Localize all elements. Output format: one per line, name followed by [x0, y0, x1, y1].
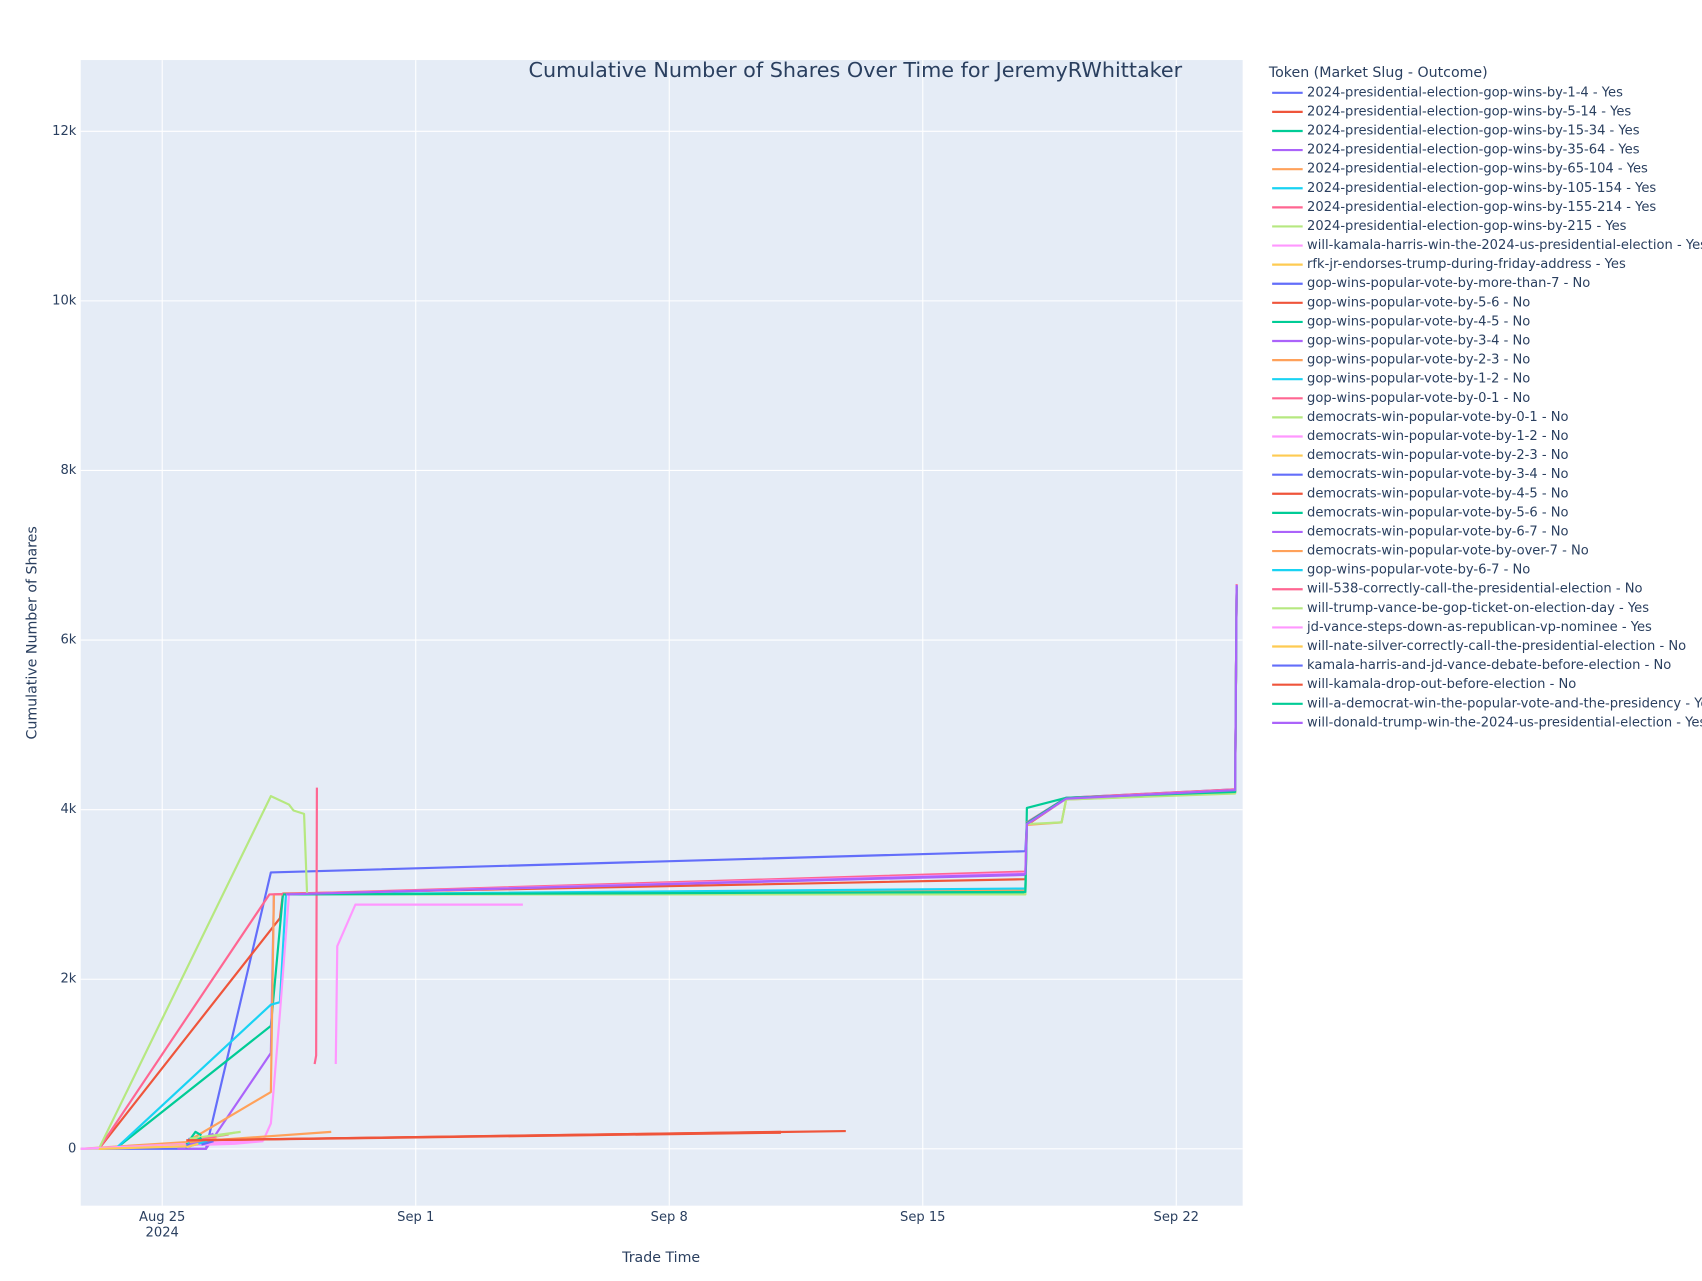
legend-label: democrats-win-popular-vote-by-2-3 - No	[1307, 448, 1568, 463]
series-line	[98, 1145, 187, 1150]
x-axis-label: Trade Time	[621, 1250, 700, 1266]
legend-label: will-kamala-drop-out-before-election - N…	[1307, 677, 1576, 692]
x-tick-label: Sep 8	[651, 1210, 688, 1225]
legend-label: 2024-presidential-election-gop-wins-by-1…	[1307, 123, 1640, 138]
legend-label: will-donald-trump-win-the-2024-us-presid…	[1307, 715, 1702, 730]
legend-label: democrats-win-popular-vote-by-4-5 - No	[1307, 486, 1568, 501]
x-tick-label: Aug 25	[139, 1210, 185, 1225]
legend-label: gop-wins-popular-vote-by-1-2 - No	[1307, 372, 1530, 387]
series-line	[313, 787, 318, 1065]
legend-label: kamala-harris-and-jd-vance-debate-before…	[1307, 658, 1671, 673]
series-line	[189, 1129, 846, 1142]
legend-label: 2024-presidential-election-gop-wins-by-6…	[1307, 162, 1648, 177]
y-tick-label: 0	[68, 1141, 76, 1156]
legend-label: will-trump-vance-be-gop-ticket-on-electi…	[1307, 601, 1649, 616]
legend-title: Token (Market Slug - Outcome)	[1268, 65, 1488, 81]
chart-title: Cumulative Number of Shares Over Time fo…	[529, 58, 1183, 82]
x-tick-label: Sep 22	[1154, 1210, 1199, 1225]
legend-label: 2024-presidential-election-gop-wins-by-5…	[1307, 104, 1631, 119]
series-line	[334, 903, 523, 1065]
legend-label: gop-wins-popular-vote-by-more-than-7 - N…	[1307, 276, 1590, 291]
legend-label: 2024-presidential-election-gop-wins-by-2…	[1307, 219, 1627, 234]
legend-label: democrats-win-popular-vote-by-6-7 - No	[1307, 524, 1568, 539]
legend-label: democrats-win-popular-vote-by-over-7 - N…	[1307, 544, 1589, 559]
legend-label: will-nate-silver-correctly-call-the-pres…	[1307, 639, 1686, 654]
y-tick-label: 2k	[60, 972, 76, 987]
y-tick-label: 12k	[52, 124, 77, 139]
x-tick-label: Sep 15	[900, 1210, 945, 1225]
plot-area	[80, 60, 1243, 1206]
series-line	[216, 1131, 235, 1138]
legend-label: gop-wins-popular-vote-by-6-7 - No	[1307, 563, 1530, 578]
legend-label: rfk-jr-endorses-trump-during-friday-addr…	[1307, 257, 1626, 272]
y-tick-label: 10k	[52, 293, 77, 308]
legend-label: will-a-democrat-win-the-popular-vote-and…	[1307, 696, 1702, 711]
legend-label: democrats-win-popular-vote-by-1-2 - No	[1307, 429, 1568, 444]
y-axis-label: Cumulative Number of Shares	[25, 526, 41, 739]
y-tick-label: 6k	[60, 633, 76, 648]
y-tick-label: 4k	[60, 802, 76, 817]
x-tick-sublabel: 2024	[146, 1225, 179, 1240]
legend-label: gop-wins-popular-vote-by-4-5 - No	[1307, 314, 1530, 329]
legend-label: democrats-win-popular-vote-by-3-4 - No	[1307, 467, 1568, 482]
legend-label: will-538-correctly-call-the-presidential…	[1307, 582, 1642, 597]
legend-label: 2024-presidential-election-gop-wins-by-3…	[1307, 143, 1640, 158]
legend-label: gop-wins-popular-vote-by-5-6 - No	[1307, 295, 1530, 310]
y-tick-label: 8k	[60, 463, 76, 478]
legend-label: gop-wins-popular-vote-by-2-3 - No	[1307, 353, 1530, 368]
legend-label: gop-wins-popular-vote-by-3-4 - No	[1307, 334, 1530, 349]
legend-label: democrats-win-popular-vote-by-0-1 - No	[1307, 410, 1568, 425]
legend-label: 2024-presidential-election-gop-wins-by-1…	[1307, 181, 1656, 196]
legend-label: 2024-presidential-election-gop-wins-by-1…	[1307, 85, 1623, 100]
legend-label: will-kamala-harris-win-the-2024-us-presi…	[1307, 238, 1702, 253]
series-line	[186, 1142, 199, 1149]
legend-label: 2024-presidential-election-gop-wins-by-1…	[1307, 200, 1656, 215]
x-tick-label: Sep 1	[397, 1210, 434, 1225]
series-line	[201, 1140, 214, 1146]
legend-label: gop-wins-popular-vote-by-0-1 - No	[1307, 391, 1530, 406]
series-line	[285, 584, 1238, 896]
legend-label: jd-vance-steps-down-as-republican-vp-nom…	[1306, 620, 1652, 635]
legend-label: democrats-win-popular-vote-by-5-6 - No	[1307, 505, 1568, 520]
